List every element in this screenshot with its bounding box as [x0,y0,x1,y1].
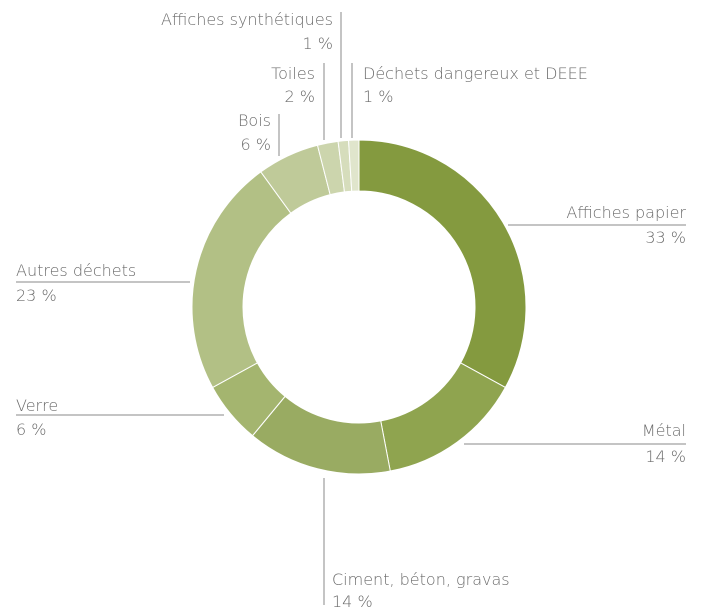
value-toiles: 2 % [285,87,315,106]
slice-autres-dechets [191,171,292,389]
slice-affiches-papier [358,139,527,389]
slices-group [191,139,527,475]
value-dechets-dangereux: 1 % [363,87,393,106]
label-ciment: Ciment, béton, gravas [332,570,510,589]
leader-lines-group [16,12,686,605]
slice-dechets-dangereux [347,139,360,192]
value-metal: 14 % [645,447,686,466]
value-affiches-synthetiques: 1 % [303,34,333,53]
label-affiches-papier: Affiches papier [566,203,686,222]
label-dechets-dangereux: Déchets dangereux et DEEE [363,64,588,83]
label-affiches-synthetiques: Affiches synthétiques [161,10,333,29]
value-verre: 6 % [16,420,46,439]
label-metal: Métal [642,421,686,440]
value-autres-dechets: 23 % [16,286,57,305]
label-autres-dechets: Autres déchets [16,261,136,280]
value-bois: 6 % [241,135,271,154]
slice-metal [380,362,507,472]
value-affiches-papier: 33 % [645,228,686,247]
label-bois: Bois [238,111,271,130]
label-verre: Verre [16,396,58,415]
value-ciment: 14 % [332,592,373,611]
label-toiles: Toiles [271,64,315,83]
